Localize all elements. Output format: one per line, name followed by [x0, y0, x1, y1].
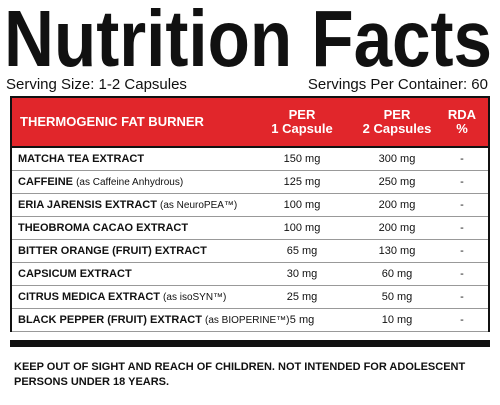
per-2-capsules: 50 mg [381, 291, 413, 303]
table-row: BITTER ORANGE (FRUIT) EXTRACT 65 mg 130 mg… [12, 240, 488, 263]
rda: - [460, 199, 464, 211]
rda: - [460, 245, 464, 257]
table-row: THEOBROMA CACAO EXTRACT 100 mg 200 mg - [12, 217, 488, 240]
ingredient-note: (as Caffeine Anhydrous) [76, 177, 184, 188]
warning: KEEP OUT OF SIGHT AND REACH OF CHILDREN.… [14, 361, 466, 388]
column-header: PER 2 Capsules [362, 107, 432, 136]
per-2-capsules: 130 mg [378, 245, 416, 257]
per-2-capsules: 200 mg [378, 222, 416, 234]
ingredient-name: BLACK PEPPER (FRUIT) EXTRACT [18, 314, 202, 326]
serving-size: Serving Size: 1-2 Capsules [6, 76, 187, 93]
ingredient: THEOBROMA CACAO EXTRACT [18, 222, 188, 234]
ingredient: BLACK PEPPER (FRUIT) EXTRACT (as BIOPERI… [18, 314, 289, 326]
per-1-capsule: 100 mg [283, 222, 321, 234]
column-header: PER 1 Capsule [271, 107, 333, 136]
per-1-capsule: 65 mg [286, 245, 318, 257]
per-2-capsules: 200 mg [378, 199, 416, 211]
ingredient: CAPSICUM EXTRACT [18, 268, 132, 280]
ingredient-name: CITRUS MEDICA EXTRACT [18, 291, 160, 303]
ingredient-name: CAPSICUM EXTRACT [18, 268, 132, 280]
rda: - [460, 222, 464, 234]
per-2-capsules: 10 mg [381, 314, 413, 326]
ingredient-name: BITTER ORANGE (FRUIT) EXTRACT [18, 245, 207, 257]
per-1-capsule: 25 mg [286, 291, 318, 303]
facts-table: THERMOGENIC FAT BURNER PER 1 Capsule PER… [10, 96, 490, 332]
ingredient-note: (as NeuroPEA™) [160, 200, 238, 211]
table-row: MATCHA TEA EXTRACT 150 mg 300 mg - [12, 148, 488, 171]
table-row: CAFFEINE (as Caffeine Anhydrous) 125 mg 25… [12, 171, 488, 194]
column-header: RDA % [447, 107, 477, 136]
per-2-capsules: 60 mg [381, 268, 413, 280]
servings-per-container: Servings Per Container: 60 [307, 76, 488, 93]
per-1-capsule: 150 mg [283, 153, 321, 165]
ingredient-note: (as BIOPERINE™) [205, 315, 290, 326]
ingredient: BITTER ORANGE (FRUIT) EXTRACT [18, 245, 207, 257]
table-header: THERMOGENIC FAT BURNER PER 1 Capsule PER… [12, 98, 488, 148]
rda: - [460, 153, 464, 165]
rda: - [460, 291, 464, 303]
rda: - [460, 268, 464, 280]
ingredient-name: CAFFEINE [18, 176, 73, 188]
table-row: ERIA JARENSIS EXTRACT (as NeuroPEA™) 100 … [12, 194, 488, 217]
ingredient-name: THEOBROMA CACAO EXTRACT [18, 222, 189, 234]
column-header: THERMOGENIC FAT BURNER [20, 114, 204, 129]
table-row: CITRUS MEDICA EXTRACT (as isoSYN™) 25 mg 5… [12, 286, 488, 309]
table-row: BLACK PEPPER (FRUIT) EXTRACT (as BIOPERI… [12, 309, 488, 332]
ingredient: CITRUS MEDICA EXTRACT (as isoSYN™) [18, 291, 226, 303]
per-1-capsule: 100 mg [283, 199, 321, 211]
per-2-capsules: 250 mg [378, 176, 416, 188]
ingredient: ERIA JARENSIS EXTRACT (as NeuroPEA™) [18, 199, 237, 211]
per-2-capsules: 300 mg [378, 153, 416, 165]
rda: - [460, 176, 464, 188]
ingredient-name: ERIA JARENSIS EXTRACT [18, 199, 157, 211]
title: Nutrition Facts [4, 2, 492, 74]
ingredient: MATCHA TEA EXTRACT [18, 153, 144, 165]
table-row: CAPSICUM EXTRACT 30 mg 60 mg - [12, 263, 488, 286]
title-svg: Nutrition Facts [4, 2, 492, 74]
ingredient: CAFFEINE (as Caffeine Anhydrous) [18, 176, 183, 188]
per-1-capsule: 5 mg [289, 314, 315, 326]
table-body: MATCHA TEA EXTRACT 150 mg 300 mg - CAFFEINE … [12, 148, 488, 332]
divider [10, 340, 490, 347]
ingredient-name: MATCHA TEA EXTRACT [18, 153, 145, 165]
ingredient-note: (as isoSYN™) [163, 292, 227, 303]
rda: - [460, 314, 464, 326]
per-1-capsule: 125 mg [283, 176, 321, 188]
per-1-capsule: 30 mg [286, 268, 318, 280]
